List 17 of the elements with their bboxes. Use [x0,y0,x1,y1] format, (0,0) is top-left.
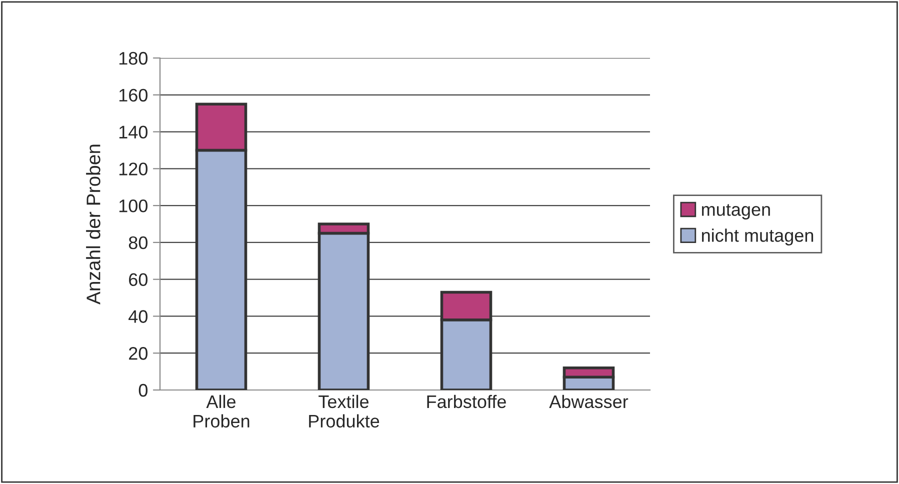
legend-label: mutagen [702,204,770,220]
y-tick-label: 180 [119,52,148,65]
y-tick-label: 160 [119,88,148,102]
y-tick-label: 60 [129,273,148,286]
y-tick-label: 120 [119,162,148,176]
y-tick-label: 140 [119,126,148,138]
x-tick-label: Farbstoffe [427,394,506,408]
y-tick-label: 20 [129,347,148,360]
y-axis-title: Anzahl der Proben [86,144,100,304]
x-tick-label: Textile Produkte [309,394,380,428]
y-tick-label: 0 [138,384,148,397]
y-tick-label: 40 [128,310,148,323]
y-tick-label: 80 [128,236,148,250]
legend-label: nicht mutagen [702,228,814,246]
x-tick-label: Abwasser [549,394,628,408]
y-tick-label: 100 [119,199,148,212]
x-tick-label: Alle Proben [194,394,250,428]
